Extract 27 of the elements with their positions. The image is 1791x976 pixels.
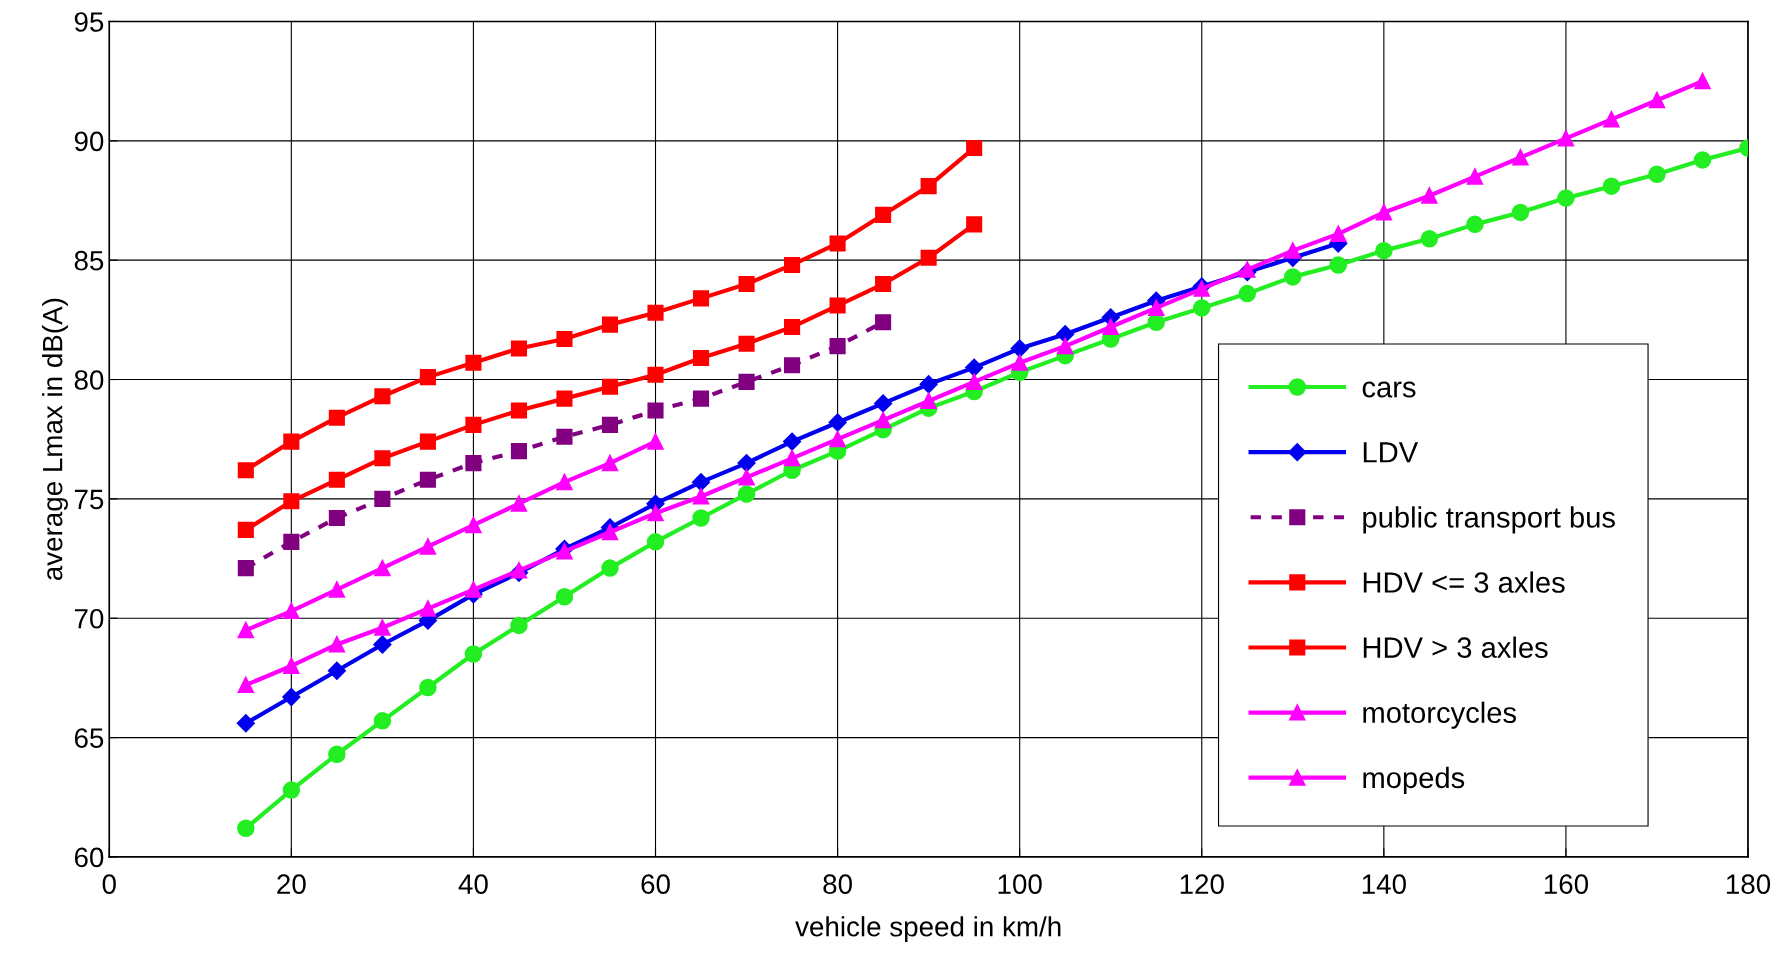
y-tick-label: 65 xyxy=(74,728,104,748)
x-tick-label: 120 xyxy=(1180,874,1224,894)
y-tick-label: 70 xyxy=(74,608,104,629)
legend-label: cars xyxy=(1362,381,1416,398)
x-tick-label: 180 xyxy=(1726,874,1771,894)
y-tick-label: 60 xyxy=(74,847,104,868)
y-tick-label: 75 xyxy=(74,489,104,510)
x-axis-title: vehicle speed in km/h xyxy=(795,916,1061,943)
legend-label: HDV <= 3 axles xyxy=(1363,571,1565,593)
x-tick-label: 60 xyxy=(641,874,670,894)
y-tick-label: 95 xyxy=(74,12,104,32)
legend-label: public transport bus xyxy=(1363,506,1615,534)
legend-label: motorcycles xyxy=(1363,701,1516,729)
y-axis-title: average Lmax in dB(A) xyxy=(42,298,68,581)
y-tick-label: 90 xyxy=(74,131,104,152)
legend-label: LDV xyxy=(1363,442,1419,463)
x-tick-label: 160 xyxy=(1544,874,1589,894)
x-tick-label: 80 xyxy=(823,874,852,894)
legend-label: mopeds xyxy=(1363,766,1465,794)
x-tick-label: 100 xyxy=(998,874,1042,894)
x-tick-label: 140 xyxy=(1362,874,1406,894)
y-tick-label: 80 xyxy=(74,370,104,390)
y-tick-label: 85 xyxy=(74,250,104,271)
legend-label: HDV > 3 axles xyxy=(1363,636,1548,658)
x-tick-label: 20 xyxy=(277,874,306,894)
x-tick-label: 40 xyxy=(458,874,488,894)
x-tick-label: 0 xyxy=(102,874,116,894)
